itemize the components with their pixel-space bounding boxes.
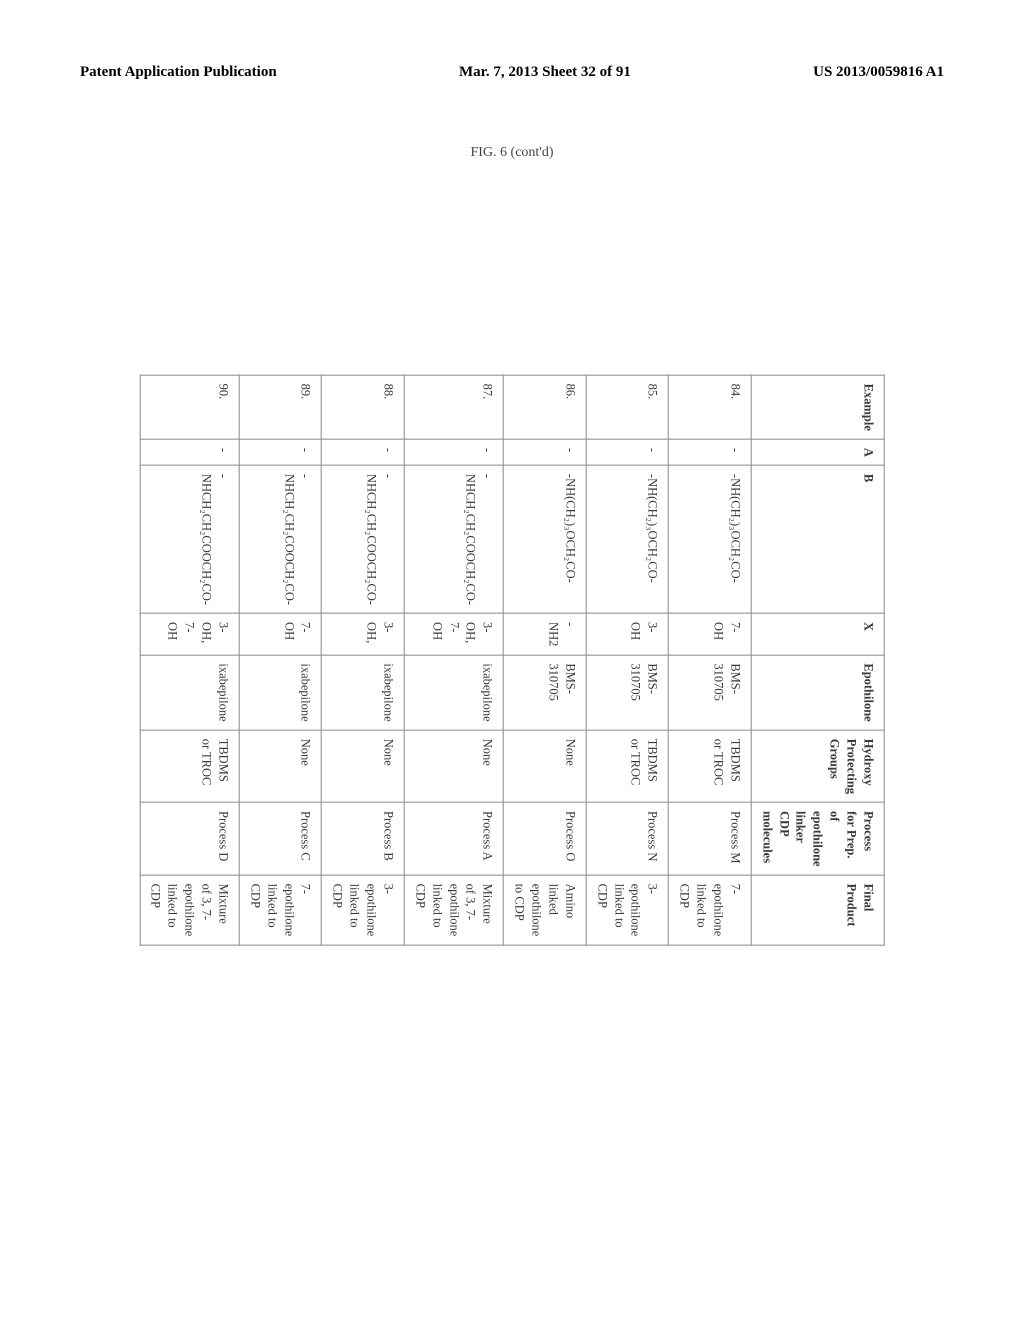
cell-x: 3-OH, 7-OH — [404, 614, 503, 655]
cell-example: 90. — [140, 375, 239, 439]
cell-hpg: TBDMS or TROC — [669, 730, 752, 802]
figure-caption: FIG. 6 (cont'd) — [0, 145, 1024, 161]
cell-final: 7-epothilone linked to CDP — [239, 875, 322, 945]
cell-example: 89. — [239, 375, 322, 439]
cell-proc: Process C — [239, 803, 322, 876]
table-wrapper: Example A B X Epothilone Hydroxy Protect… — [139, 375, 884, 946]
cell-epo: BMS-310705 — [586, 655, 669, 730]
cell-hpg: TBDMS or TROC — [586, 730, 669, 802]
col-header: A — [751, 439, 884, 465]
cell-x: 7-OH — [239, 614, 322, 655]
table-row: 84. - -NH(CH₂)₃OCH₂CO- 7-OH BMS-310705 T… — [669, 375, 752, 945]
cell-b: -NHCH₂CH₂COOCH₂CO- — [239, 465, 322, 613]
header-left: Patent Application Publication — [80, 64, 277, 81]
cell-final: 7-epothilone linked to CDP — [669, 875, 752, 945]
cell-proc: Process M — [669, 803, 752, 876]
cell-x: 3-OH — [586, 614, 669, 655]
cell-epo: ixabepilone — [140, 655, 239, 730]
cell-proc: Process A — [404, 803, 503, 876]
col-header: Final Product — [751, 875, 884, 945]
table-row: 88. - -NHCH₂CH₂COOCH₂CO- 3-OH, ixabepilo… — [322, 375, 405, 945]
cell-b: -NH(CH₂)₃OCH₂CO- — [504, 465, 587, 613]
cell-b: -NHCH₂CH₂COOCH₂CO- — [140, 465, 239, 613]
cell-a: - — [404, 439, 503, 465]
cell-a: - — [504, 439, 587, 465]
cell-a: - — [586, 439, 669, 465]
cell-a: - — [669, 439, 752, 465]
cell-final: 3-epothilone linked to CDP — [322, 875, 405, 945]
cell-example: 86. — [504, 375, 587, 439]
cell-b: -NH(CH₂)₃OCH₂CO- — [586, 465, 669, 613]
table-row: 85. - -NH(CH₂)₃OCH₂CO- 3-OH BMS-310705 T… — [586, 375, 669, 945]
table-header-row: Example A B X Epothilone Hydroxy Protect… — [751, 375, 884, 945]
col-header: Hydroxy Protecting Groups — [751, 730, 884, 802]
cell-epo: BMS-310705 — [669, 655, 752, 730]
table-row: 87. - -NHCH₂CH₂COOCH₂CO- 3-OH, 7-OH ixab… — [404, 375, 503, 945]
cell-final: Amino linked epothilone to CDP — [504, 875, 587, 945]
cell-example: 85. — [586, 375, 669, 439]
cell-final: Mixture of 3, 7-epothilone linked to CDP — [404, 875, 503, 945]
cell-epo: ixabepilone — [239, 655, 322, 730]
cell-proc: Process O — [504, 803, 587, 876]
cell-a: - — [239, 439, 322, 465]
cell-b: -NHCH₂CH₂COOCH₂CO- — [322, 465, 405, 613]
cell-final: Mixture of 3, 7-epothilone linked to CDP — [140, 875, 239, 945]
cell-example: 88. — [322, 375, 405, 439]
cell-a: - — [140, 439, 239, 465]
table-row: 89. - -NHCH₂CH₂COOCH₂CO- 7-OH ixabepilon… — [239, 375, 322, 945]
data-table: Example A B X Epothilone Hydroxy Protect… — [139, 375, 884, 946]
cell-hpg: None — [404, 730, 503, 802]
header-right: US 2013/0059816 A1 — [813, 64, 944, 81]
cell-x: 7-OH — [669, 614, 752, 655]
col-header: Process for Prep. of epothilone linker C… — [751, 803, 884, 876]
cell-proc: Process D — [140, 803, 239, 876]
table-row: 86. - -NH(CH₂)₃OCH₂CO- -NH2 BMS-310705 N… — [504, 375, 587, 945]
cell-final: 3-epothilone linked to CDP — [586, 875, 669, 945]
cell-example: 84. — [669, 375, 752, 439]
cell-epo: BMS-310705 — [504, 655, 587, 730]
table-row: 90. - -NHCH₂CH₂COOCH₂CO- 3-OH, 7-OH ixab… — [140, 375, 239, 945]
cell-x: 3-OH, — [322, 614, 405, 655]
cell-a: - — [322, 439, 405, 465]
cell-example: 87. — [404, 375, 503, 439]
header-center: Mar. 7, 2013 Sheet 32 of 91 — [459, 64, 631, 81]
col-header: Epothilone — [751, 655, 884, 730]
col-header: Example — [751, 375, 884, 439]
cell-hpg: TBDMS or TROC — [140, 730, 239, 802]
cell-hpg: None — [239, 730, 322, 802]
cell-epo: ixabepilone — [404, 655, 503, 730]
cell-hpg: None — [322, 730, 405, 802]
table-body: 84. - -NH(CH₂)₃OCH₂CO- 7-OH BMS-310705 T… — [140, 375, 751, 945]
cell-x: 3-OH, 7-OH — [140, 614, 239, 655]
cell-proc: Process B — [322, 803, 405, 876]
page-header: Patent Application Publication Mar. 7, 2… — [0, 64, 1024, 81]
cell-b: -NH(CH₂)₃OCH₂CO- — [669, 465, 752, 613]
cell-x: -NH2 — [504, 614, 587, 655]
cell-hpg: None — [504, 730, 587, 802]
cell-epo: ixabepilone — [322, 655, 405, 730]
col-header: X — [751, 614, 884, 655]
cell-b: -NHCH₂CH₂COOCH₂CO- — [404, 465, 503, 613]
col-header: B — [751, 465, 884, 613]
cell-proc: Process N — [586, 803, 669, 876]
